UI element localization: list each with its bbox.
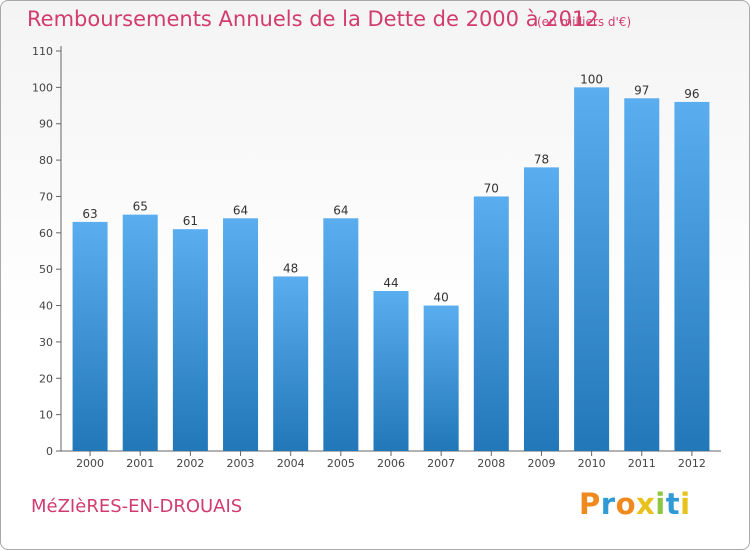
x-tick-label: 2009 bbox=[527, 457, 555, 470]
logo-letter: P bbox=[579, 487, 601, 521]
bar bbox=[323, 218, 359, 451]
logo-letter: x bbox=[636, 487, 656, 521]
x-tick-label: 2003 bbox=[227, 457, 255, 470]
bar bbox=[172, 229, 208, 451]
x-tick-label: 2007 bbox=[427, 457, 455, 470]
bar-value-label: 65 bbox=[133, 200, 148, 214]
bar-value-label: 78 bbox=[534, 152, 549, 166]
x-tick-label: 2004 bbox=[277, 457, 305, 470]
bar bbox=[273, 276, 309, 451]
logo-letter: o bbox=[615, 487, 637, 521]
bar bbox=[574, 87, 610, 451]
bar bbox=[423, 305, 459, 451]
bar-value-label: 97 bbox=[634, 83, 649, 97]
bar bbox=[223, 218, 259, 451]
bar-value-label: 44 bbox=[383, 276, 398, 290]
y-tick-label: 30 bbox=[39, 336, 53, 349]
proxiti-logo: Proxiti bbox=[579, 487, 691, 521]
x-tick-label: 2011 bbox=[628, 457, 656, 470]
y-tick-label: 100 bbox=[32, 81, 53, 94]
logo-letter: i bbox=[680, 487, 691, 521]
logo-letter: r bbox=[600, 487, 616, 521]
y-tick-label: 60 bbox=[39, 227, 53, 240]
y-tick-label: 40 bbox=[39, 300, 53, 313]
x-tick-label: 2008 bbox=[477, 457, 505, 470]
chart-subtitle: (en milliers d'€) bbox=[537, 15, 632, 29]
bar bbox=[72, 221, 108, 451]
bar-value-label: 40 bbox=[434, 291, 449, 305]
bar bbox=[674, 101, 710, 451]
x-tick-label: 2000 bbox=[76, 457, 104, 470]
bar-value-label: 70 bbox=[484, 181, 499, 195]
x-tick-label: 2005 bbox=[327, 457, 355, 470]
bar-value-label: 100 bbox=[580, 72, 603, 86]
chart-title: Remboursements Annuels de la Dette de 20… bbox=[27, 7, 599, 31]
y-tick-label: 80 bbox=[39, 154, 53, 167]
y-tick-label: 0 bbox=[46, 445, 53, 458]
y-tick-label: 90 bbox=[39, 118, 53, 131]
bar bbox=[122, 214, 158, 451]
x-tick-label: 2001 bbox=[126, 457, 154, 470]
y-tick-label: 70 bbox=[39, 190, 53, 203]
x-tick-label: 2012 bbox=[678, 457, 706, 470]
y-tick-label: 110 bbox=[32, 45, 53, 58]
bar-value-label: 63 bbox=[82, 207, 97, 221]
bar-value-label: 96 bbox=[684, 87, 699, 101]
x-tick-label: 2006 bbox=[377, 457, 405, 470]
bar bbox=[523, 167, 559, 451]
bar-value-label: 64 bbox=[233, 203, 248, 217]
y-tick-label: 20 bbox=[39, 372, 53, 385]
x-tick-label: 2010 bbox=[578, 457, 606, 470]
x-tick-label: 2002 bbox=[176, 457, 204, 470]
logo-letter: t bbox=[665, 487, 681, 521]
bar-value-label: 64 bbox=[333, 203, 348, 217]
logo-letter: i bbox=[655, 487, 666, 521]
y-tick-label: 50 bbox=[39, 263, 53, 276]
bar-value-label: 48 bbox=[283, 261, 298, 275]
y-tick-label: 10 bbox=[39, 409, 53, 422]
bar-value-label: 61 bbox=[183, 214, 198, 228]
location-name: MéZIèRES-EN-DROUAIS bbox=[31, 496, 243, 517]
bar bbox=[373, 291, 409, 451]
bar bbox=[624, 98, 660, 451]
bar bbox=[473, 196, 509, 451]
